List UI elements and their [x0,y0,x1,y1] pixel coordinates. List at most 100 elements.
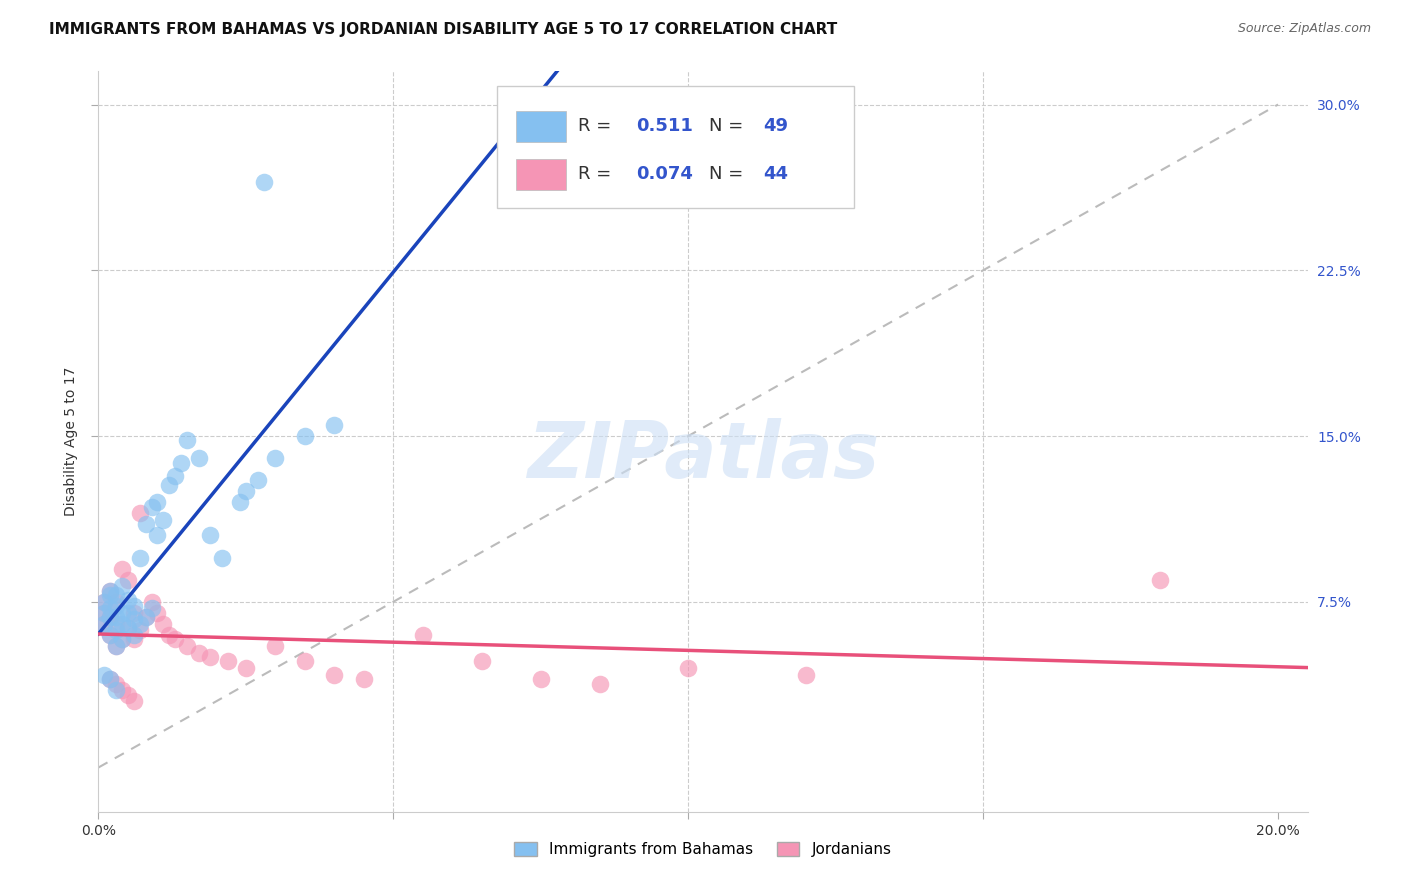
Point [122,606,145,620]
Point [353,672,375,686]
Point [98,583,121,598]
Point [264,639,287,653]
Point [105,683,128,698]
Point [141,595,163,609]
Point [165,468,187,483]
Point [128,624,150,638]
Point [105,610,128,624]
Point [235,484,257,499]
Point [111,632,134,647]
Point [794,667,817,681]
Point [323,417,346,432]
Point [93,595,115,609]
Point [98,672,121,686]
Point [141,500,163,514]
Point [93,606,115,620]
Point [152,616,174,631]
Point [117,606,139,620]
Point [141,601,163,615]
Point [111,561,134,575]
Point [165,632,187,647]
Text: 44: 44 [763,165,789,183]
Y-axis label: Disability Age 5 to 17: Disability Age 5 to 17 [65,367,79,516]
Point [111,606,134,620]
Point [98,601,121,615]
Point [93,616,115,631]
Point [93,595,115,609]
Text: Source: ZipAtlas.com: Source: ZipAtlas.com [1237,22,1371,36]
Point [217,655,239,669]
Point [187,451,209,466]
FancyBboxPatch shape [516,159,567,190]
Point [146,528,169,542]
Point [93,606,115,620]
Point [146,495,169,509]
Point [412,628,434,642]
Point [135,610,157,624]
Point [98,610,121,624]
Point [105,639,128,653]
Point [157,477,180,491]
Point [128,550,150,565]
Point [122,599,145,614]
Point [105,595,128,609]
Point [117,573,139,587]
Point [589,676,612,690]
Point [235,661,257,675]
Text: 49: 49 [763,117,789,136]
Point [122,628,145,642]
Point [117,592,139,607]
Point [200,528,222,542]
Text: 0.074: 0.074 [637,165,693,183]
Point [187,646,209,660]
Point [117,621,139,635]
Point [200,650,222,665]
Point [146,606,169,620]
Point [98,610,121,624]
Point [530,672,553,686]
Point [176,639,198,653]
Point [323,667,346,681]
Point [678,661,700,675]
Point [105,624,128,638]
Point [122,612,145,626]
Text: 0.511: 0.511 [637,117,693,136]
Point [111,632,134,647]
Point [128,507,150,521]
Point [98,672,121,686]
FancyBboxPatch shape [516,111,567,142]
Point [264,451,287,466]
Point [170,456,193,470]
Point [246,473,269,487]
Point [98,588,121,602]
Point [111,579,134,593]
Point [176,434,198,448]
FancyBboxPatch shape [498,87,855,209]
Point [111,683,134,698]
Point [211,550,233,565]
Point [105,676,128,690]
Point [128,616,150,631]
Point [152,513,174,527]
Point [135,610,157,624]
Point [252,175,274,189]
Point [229,495,252,509]
Point [93,616,115,631]
Point [105,639,128,653]
Point [98,583,121,598]
Text: IMMIGRANTS FROM BAHAMAS VS JORDANIAN DISABILITY AGE 5 TO 17 CORRELATION CHART: IMMIGRANTS FROM BAHAMAS VS JORDANIAN DIS… [49,22,838,37]
Text: R =: R = [578,117,617,136]
Point [105,599,128,614]
Legend: Immigrants from Bahamas, Jordanians: Immigrants from Bahamas, Jordanians [508,836,898,863]
Point [105,588,128,602]
Text: ZIPatlas: ZIPatlas [527,418,879,494]
Point [135,517,157,532]
Point [122,632,145,647]
Point [98,628,121,642]
Text: R =: R = [578,165,617,183]
Point [111,616,134,631]
Point [471,655,494,669]
Point [157,628,180,642]
Point [122,694,145,708]
Point [117,621,139,635]
